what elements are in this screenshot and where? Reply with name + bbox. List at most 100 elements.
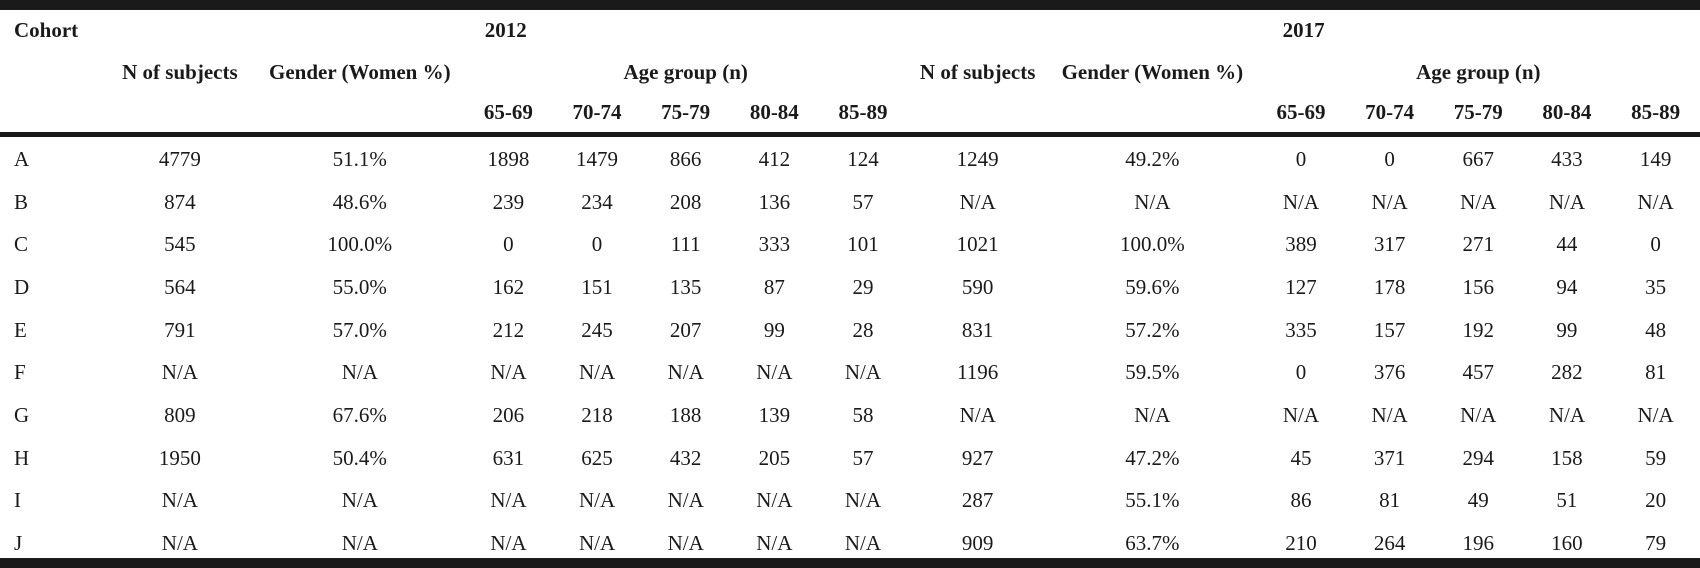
table-row: C 545 100.0% 0 0 111 333 101 1021 100.0% 389 317 271… bbox=[0, 223, 1700, 266]
table-cell: 51.1% bbox=[332, 146, 387, 171]
table-cell: 282 bbox=[1551, 360, 1583, 385]
table-cell: 874 bbox=[164, 189, 196, 214]
table-cell: 48 bbox=[1645, 317, 1667, 342]
table-cell: N/A bbox=[578, 360, 616, 385]
n-subjects-header-2017: N of subjects bbox=[919, 59, 1036, 84]
table-cell: 0 bbox=[591, 232, 603, 257]
table-cell: N/A bbox=[959, 189, 996, 214]
cohort-cell: F bbox=[14, 360, 26, 385]
table-cell: N/A bbox=[490, 360, 527, 385]
table-cell: 81 bbox=[1379, 488, 1401, 513]
table-cell: 35 bbox=[1645, 274, 1667, 299]
age-band-header: 65-69 bbox=[483, 100, 533, 124]
gender-header-2017: Gender (Women %) bbox=[1061, 59, 1244, 84]
cohort-cell: I bbox=[14, 488, 21, 513]
table-cell: 86 bbox=[1290, 488, 1312, 513]
cohort-header: Cohort bbox=[14, 18, 79, 42]
table-cell: 100.0% bbox=[1119, 232, 1185, 257]
table-cell: 63.7% bbox=[1125, 531, 1180, 556]
table-row: H 1950 50.4% 631 625 432 205 57 927 47.2% 45 371 294… bbox=[0, 437, 1700, 480]
cohort-cell: E bbox=[14, 317, 27, 342]
table-cell: 831 bbox=[961, 317, 994, 342]
table-cell: 81 bbox=[1645, 360, 1667, 385]
table-cell: 57 bbox=[852, 445, 874, 470]
table-cell: 149 bbox=[1639, 146, 1672, 171]
table-cell: 196 bbox=[1462, 531, 1495, 556]
table-cell: 136 bbox=[758, 189, 791, 214]
table-cell: 625 bbox=[581, 445, 613, 470]
table-cell: 100.0% bbox=[327, 232, 393, 257]
table-cell: N/A bbox=[844, 360, 882, 385]
cohort-cell: D bbox=[14, 274, 30, 299]
table-cell: 294 bbox=[1462, 445, 1495, 470]
age-band-header: 80-84 bbox=[749, 100, 799, 124]
table-cell: 59 bbox=[1645, 445, 1667, 470]
table-cell: 4779 bbox=[158, 146, 201, 171]
table-cell: N/A bbox=[161, 360, 198, 385]
table-body: A 4779 51.1% 1898 1479 866 412 124 1249 49.2% 0 0 66… bbox=[0, 132, 1700, 565]
table-cell: N/A bbox=[161, 531, 198, 556]
table-cell: 29 bbox=[852, 274, 874, 299]
table-cell: 99 bbox=[763, 317, 785, 342]
table-cell: 205 bbox=[758, 445, 791, 470]
table-row: J N/A N/A N/A N/A N/A N/A N/A 909 63.7% 210 264 196 1… bbox=[0, 522, 1700, 565]
table-cell: 151 bbox=[581, 274, 613, 299]
cohort-cell: H bbox=[14, 445, 30, 470]
table-cell: 0 bbox=[1295, 146, 1307, 171]
table-cell: 207 bbox=[669, 317, 702, 342]
age-band-header: 65-69 bbox=[1276, 100, 1326, 124]
age-band-header: 70-74 bbox=[1365, 100, 1415, 124]
table-cell: N/A bbox=[959, 402, 996, 427]
table-cell: 55.0% bbox=[332, 274, 387, 299]
table-cell: N/A bbox=[1548, 402, 1585, 427]
age-group-header-2012: Age group (n) bbox=[623, 59, 748, 84]
table-cell: N/A bbox=[667, 531, 704, 556]
table-cell: 210 bbox=[1285, 531, 1317, 556]
table-cell: 271 bbox=[1462, 232, 1495, 257]
table-cell: N/A bbox=[341, 488, 378, 513]
table-row: I N/A N/A N/A N/A N/A N/A N/A 287 55.1% 86 81 49 51 20 bbox=[0, 480, 1700, 523]
year-2017-header: 2017 bbox=[1282, 18, 1325, 42]
table-cell: 564 bbox=[164, 274, 196, 299]
age-band-header: 75-79 bbox=[1453, 100, 1503, 124]
table-cell: 371 bbox=[1373, 445, 1406, 470]
table-cell: 127 bbox=[1285, 274, 1317, 299]
table-cell: 188 bbox=[669, 402, 702, 427]
table-cell: 101 bbox=[847, 232, 879, 257]
table-cell: 57.2% bbox=[1125, 317, 1180, 342]
table-cell: 433 bbox=[1551, 146, 1583, 171]
table-cell: N/A bbox=[844, 488, 882, 513]
table-cell: N/A bbox=[667, 360, 704, 385]
table-cell: 49 bbox=[1467, 488, 1489, 513]
year-2012-header: 2012 bbox=[484, 18, 527, 42]
table-cell: 1021 bbox=[956, 232, 999, 257]
table-cell: 192 bbox=[1462, 317, 1495, 342]
table-cell: N/A bbox=[1371, 189, 1408, 214]
age-band-header: 70-74 bbox=[572, 100, 622, 124]
table-cell: 99 bbox=[1556, 317, 1578, 342]
table-cell: 157 bbox=[1373, 317, 1406, 342]
table-cell: 376 bbox=[1373, 360, 1406, 385]
table-cell: 412 bbox=[758, 146, 791, 171]
table-cell: 239 bbox=[492, 189, 525, 214]
table-cell: 389 bbox=[1285, 232, 1317, 257]
table-cell: N/A bbox=[1637, 189, 1674, 214]
table-cell: 866 bbox=[669, 146, 702, 171]
table-cell: 1950 bbox=[158, 445, 201, 470]
table-cell: N/A bbox=[490, 531, 527, 556]
table-cell: N/A bbox=[756, 488, 793, 513]
table-cell: 317 bbox=[1373, 232, 1406, 257]
table-cell: 545 bbox=[164, 232, 196, 257]
table-cell: 208 bbox=[669, 189, 702, 214]
cohort-cell: C bbox=[14, 232, 29, 257]
table-cell: 178 bbox=[1373, 274, 1406, 299]
table-cell: 631 bbox=[492, 445, 525, 470]
table-row: B 874 48.6% 239 234 208 136 57 N/A N/A N/A N/A N/A N/… bbox=[0, 181, 1700, 224]
table-cell: 45 bbox=[1290, 445, 1312, 470]
table-cell: 212 bbox=[492, 317, 525, 342]
table-cell: 287 bbox=[961, 488, 994, 513]
top-rule bbox=[0, 0, 1700, 10]
table-cell: 57 bbox=[852, 189, 874, 214]
table-cell: 457 bbox=[1462, 360, 1495, 385]
table-cell: 48.6% bbox=[332, 189, 387, 214]
